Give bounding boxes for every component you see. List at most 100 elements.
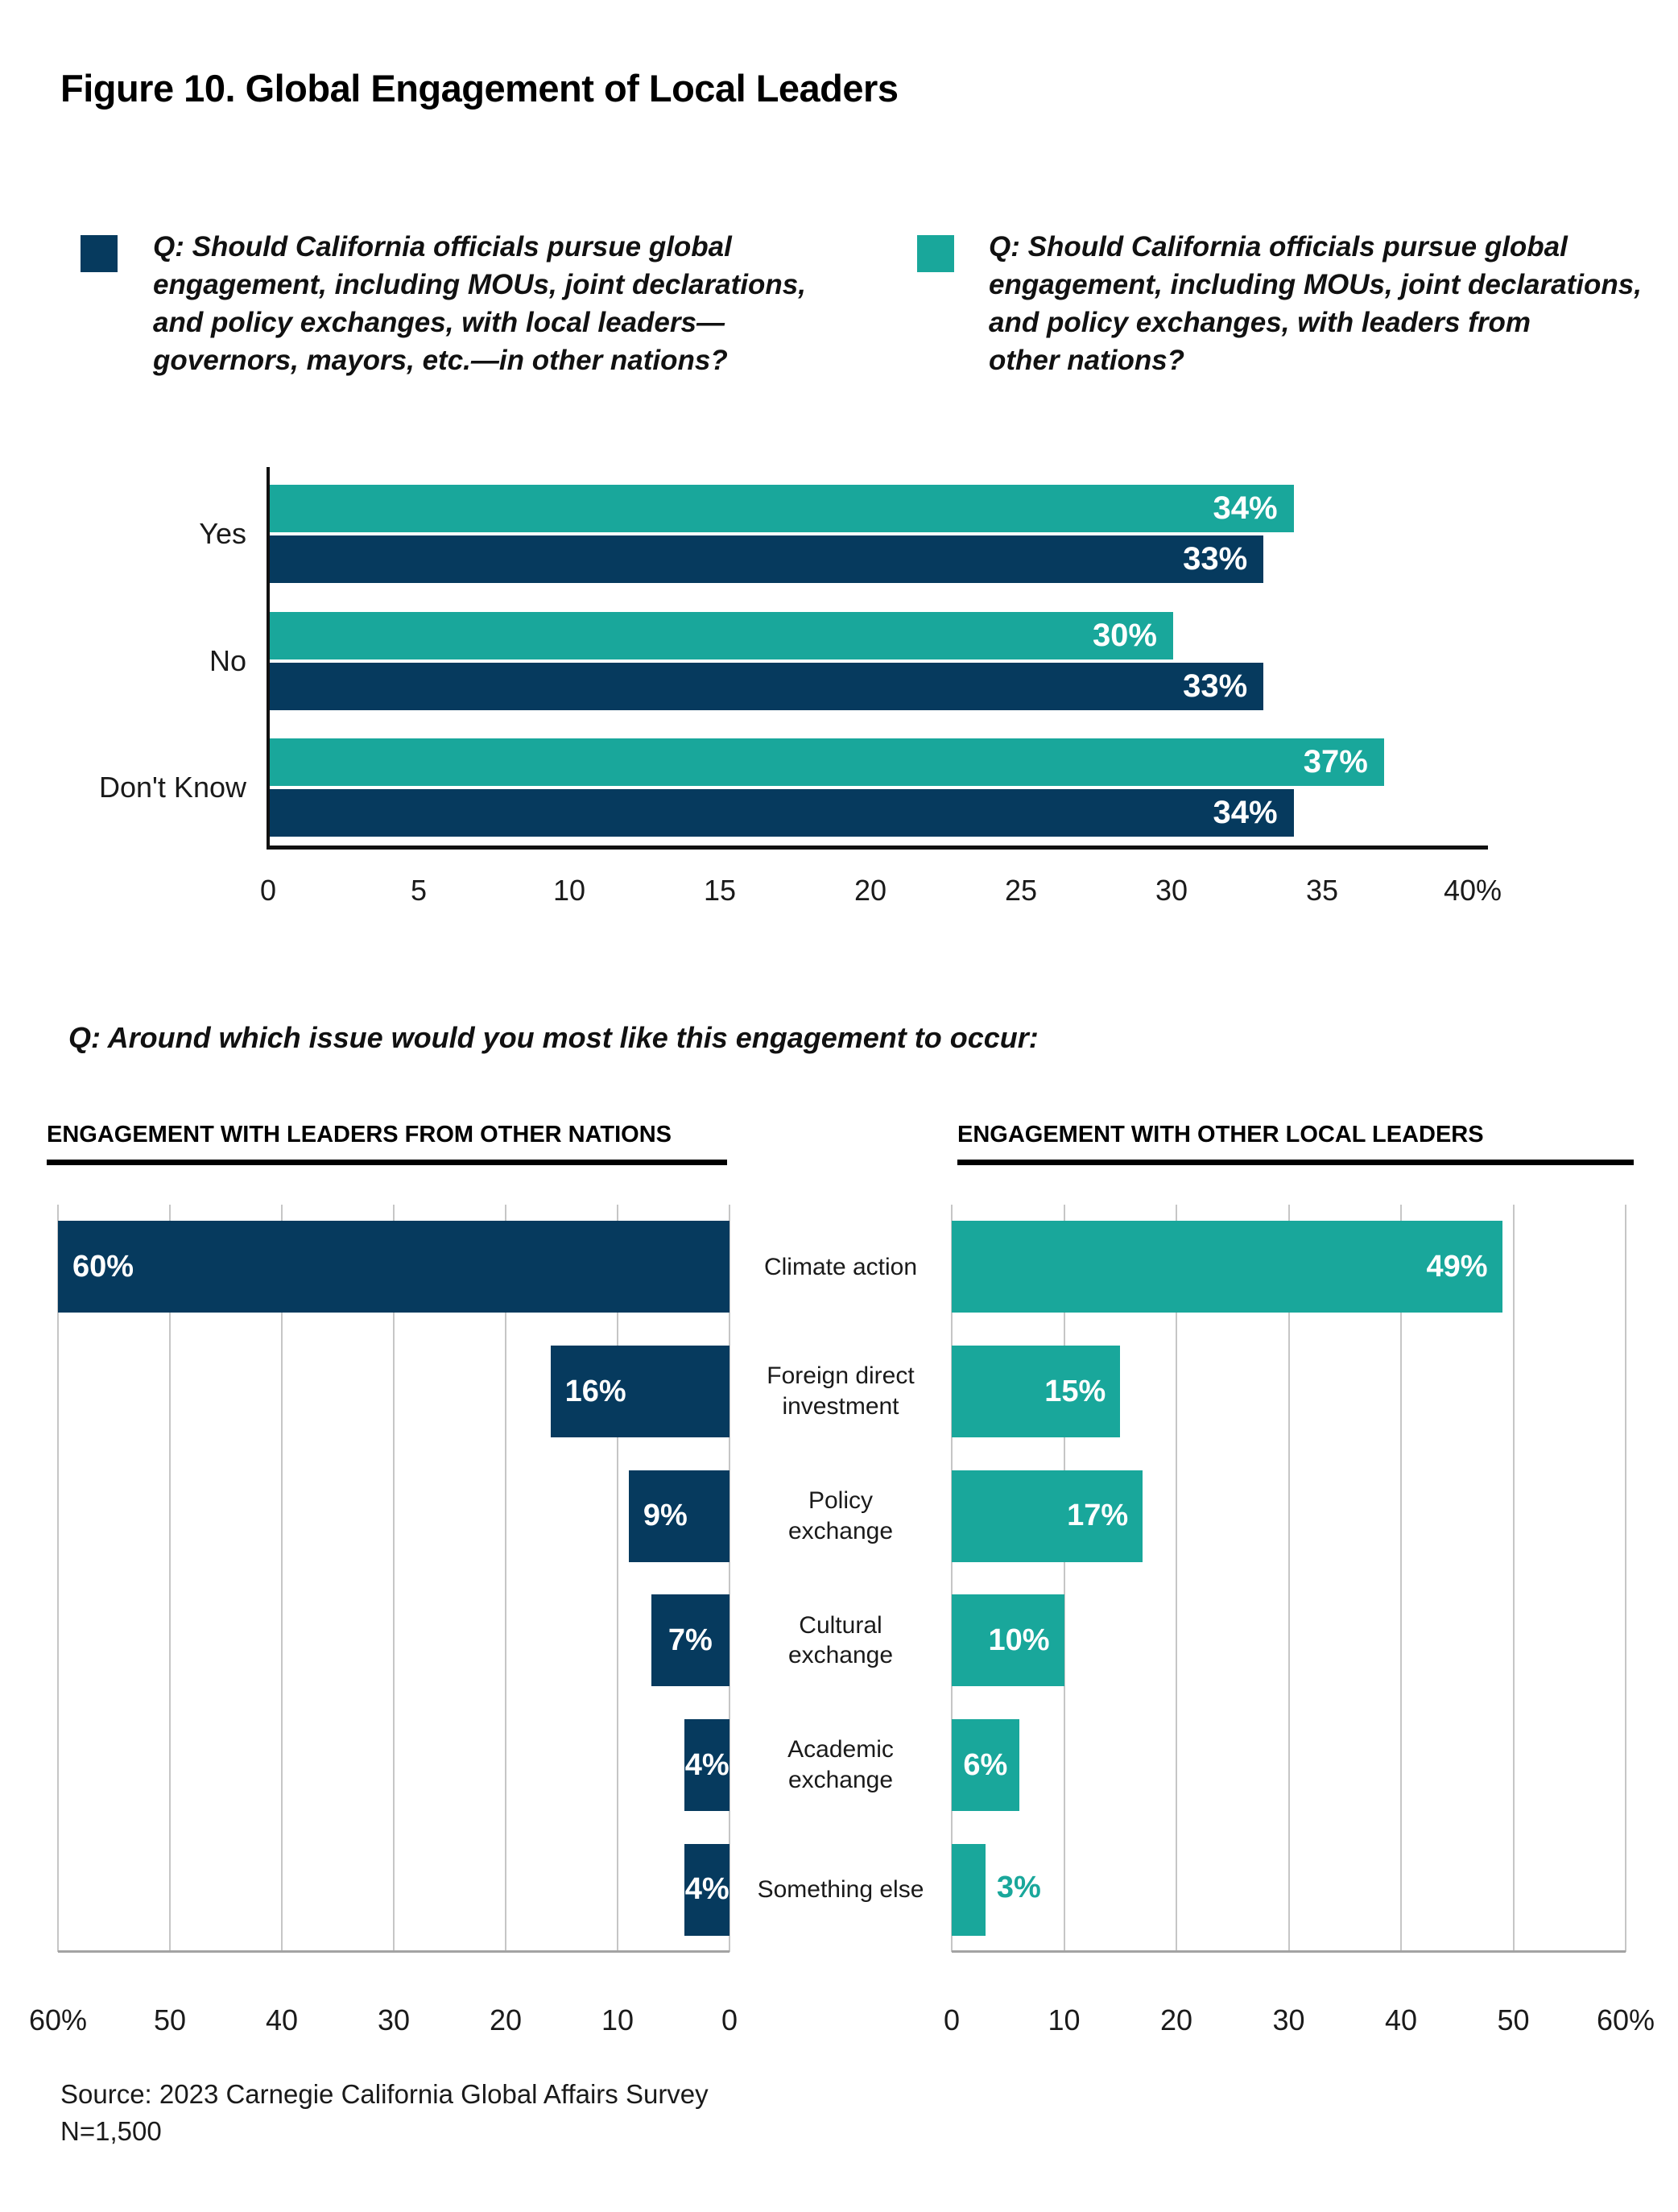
y-axis-line xyxy=(267,467,270,849)
gridline xyxy=(617,1205,618,1952)
grouped-bar-chart: Yes 34% 33% No 30% 33% Don't Know 37% 34% 0 5 10 15 2… xyxy=(0,467,1678,926)
bar: 16% xyxy=(550,1346,729,1437)
bar-value-label: 16% xyxy=(564,1374,626,1408)
legend-swatch-teal xyxy=(917,235,954,272)
axis-tick-label: 0 xyxy=(721,2003,738,2036)
axis-tick-label: 50 xyxy=(153,2003,187,2036)
gridline xyxy=(1176,1205,1177,1952)
axis-tick-label: 60% xyxy=(1596,2003,1655,2036)
gridline xyxy=(1063,1205,1065,1952)
bar-value-label: 34% xyxy=(1213,490,1278,526)
bar-value-label: 34% xyxy=(1213,795,1278,830)
bar: 9% xyxy=(628,1470,729,1562)
legend-swatch-navy xyxy=(81,235,118,272)
gridline xyxy=(1287,1205,1290,1952)
axis-tick-label: 20 xyxy=(1159,2003,1193,2036)
bar: 4% xyxy=(684,1719,729,1811)
category-label: Cultural exchange xyxy=(787,1611,894,1669)
legend-question-navy: Q: Should California officials pursue gl… xyxy=(153,231,806,376)
bar: 10% xyxy=(952,1594,1064,1687)
axis-tick-label: 15 xyxy=(703,874,737,907)
bar-value-label: 49% xyxy=(1426,1249,1488,1284)
bar: 49% xyxy=(952,1221,1502,1313)
axis-tick-label: 30 xyxy=(1155,874,1188,907)
bar-value-label: 3% xyxy=(996,1870,1041,1904)
gridline xyxy=(57,1205,59,1952)
bar-value-label: 60% xyxy=(72,1249,134,1284)
bar: 33% xyxy=(270,663,1264,710)
issue-question: Q: Around which issue would you most lik… xyxy=(68,1021,1039,1054)
plot-baseline xyxy=(952,1950,1626,1953)
axis-tick-label: 0 xyxy=(943,2003,961,2036)
bar: 30% xyxy=(270,612,1173,659)
axis-tick-label: 30 xyxy=(377,2003,411,2036)
figure-title: Figure 10. Global Engagement of Local Le… xyxy=(60,67,899,110)
category-label: No xyxy=(209,644,246,677)
axis-tick-label: 10 xyxy=(1048,2003,1081,2036)
bar: 34% xyxy=(270,789,1294,837)
axis-tick-label: 20 xyxy=(853,874,887,907)
issue-bar-charts: 60% 16% 9% 7% 4% 4% 49% 15% 17% 10% 6% 3% Climate ac… xyxy=(0,1205,1678,1953)
category-label: Policy exchange xyxy=(787,1487,894,1544)
axis-tick-label: 5 xyxy=(410,874,428,907)
bar-value-label: 4% xyxy=(684,1747,729,1782)
gridline xyxy=(393,1205,395,1952)
bar-value-label: 17% xyxy=(1067,1499,1129,1533)
axis-tick-label: 40 xyxy=(265,2003,299,2036)
source-note: Source: 2023 Carnegie California Global … xyxy=(60,2076,709,2150)
bar: 15% xyxy=(952,1346,1121,1437)
axis-tick-label: 10 xyxy=(601,2003,634,2036)
source-line: Source: 2023 Carnegie California Global … xyxy=(60,2079,709,2109)
bar-value-label: 33% xyxy=(1183,541,1248,577)
bar-value-label: 30% xyxy=(1092,618,1157,653)
gridline xyxy=(951,1205,953,1952)
bar: 17% xyxy=(952,1470,1143,1562)
issue-chart-axes: 60% 50 40 30 20 10 0 0 10 20 30 40 50 60% xyxy=(0,2003,1678,2052)
bar: 34% xyxy=(270,485,1294,532)
right-chart-title: ENGAGEMENT WITH OTHER LOCAL LEADERS xyxy=(957,1122,1484,1147)
axis-tick-label: 10 xyxy=(552,874,586,907)
bar-value-label: 4% xyxy=(684,1872,729,1907)
bar-value-label: 6% xyxy=(963,1747,1008,1782)
axis-tick-label: 40 xyxy=(1384,2003,1418,2036)
axis-tick-label: 60% xyxy=(28,2003,88,2036)
category-label: Something else xyxy=(757,1875,924,1903)
bar: 33% xyxy=(270,535,1264,583)
bar: 60% xyxy=(58,1221,729,1313)
axis-tick-label: 20 xyxy=(489,2003,523,2036)
category-label: Don't Know xyxy=(99,771,246,804)
right-chart-header: ENGAGEMENT WITH OTHER LOCAL LEADERS xyxy=(957,1122,1634,1165)
axis-tick-label: 40% xyxy=(1443,874,1502,907)
bar-value-label: 37% xyxy=(1303,744,1368,779)
gridline xyxy=(729,1205,730,1952)
left-chart-header: ENGAGEMENT WITH LEADERS FROM OTHER NATIO… xyxy=(47,1122,727,1165)
gridline xyxy=(281,1205,283,1952)
axis-tick-label: 50 xyxy=(1497,2003,1530,2036)
bar: 37% xyxy=(270,738,1384,786)
bar xyxy=(952,1843,986,1936)
sample-size: N=1,500 xyxy=(60,2116,162,2146)
bar: 7% xyxy=(651,1594,729,1687)
axis-tick-label: 35 xyxy=(1305,874,1339,907)
category-label: Yes xyxy=(199,517,246,550)
category-label: Academic exchange xyxy=(787,1736,894,1793)
axis-tick-label: 30 xyxy=(1272,2003,1305,2036)
legend-question-teal: Q: Should California officials pursue gl… xyxy=(989,231,1642,376)
axis-tick-label: 25 xyxy=(1004,874,1038,907)
gridline xyxy=(1400,1205,1402,1952)
x-axis-line xyxy=(267,846,1488,850)
category-label: Climate action xyxy=(763,1253,918,1280)
bar-value-label: 15% xyxy=(1044,1374,1106,1408)
axis-tick-label: 0 xyxy=(259,874,277,907)
plot-baseline xyxy=(58,1950,729,1953)
gridline xyxy=(169,1205,171,1952)
bar: 6% xyxy=(952,1719,1019,1811)
category-label: Foreign direct investment xyxy=(767,1362,915,1420)
gridline xyxy=(1512,1205,1515,1952)
bar-value-label: 33% xyxy=(1183,668,1248,704)
left-chart-title: ENGAGEMENT WITH LEADERS FROM OTHER NATIO… xyxy=(47,1122,672,1147)
gridline xyxy=(505,1205,506,1952)
gridline xyxy=(1625,1205,1626,1952)
bar-value-label: 9% xyxy=(643,1499,688,1533)
